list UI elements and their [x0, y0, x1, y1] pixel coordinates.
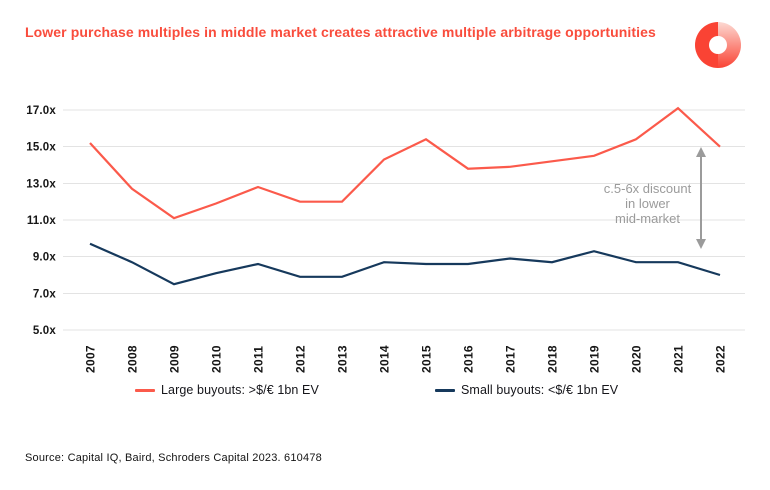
y-axis-tick-label: 7.0x: [33, 288, 57, 300]
y-axis-tick-label: 11.0x: [27, 215, 57, 227]
discount-arrow-head-down: [696, 239, 706, 249]
logo-center-hole: [709, 36, 727, 54]
large-buyouts-line-swatch: [135, 388, 155, 392]
logo-left-half: [695, 22, 718, 68]
x-axis-year-label: 2021: [672, 345, 686, 373]
x-axis-year-label: 2016: [462, 345, 476, 373]
x-axis-year-label: 2019: [588, 345, 602, 373]
page-title: Lower purchase multiples in middle marke…: [25, 24, 656, 40]
x-axis-year-label: 2007: [84, 345, 98, 373]
x-axis-year-label: 2012: [294, 345, 308, 373]
logo-right-half: [718, 22, 741, 68]
chart-legend: Large buyouts: >$/€ 1bn EV Small buyouts…: [0, 383, 770, 401]
y-axis-tick-label: 13.0x: [26, 178, 56, 190]
x-axis-year-label: 2022: [714, 345, 728, 373]
x-axis-year-label: 2015: [420, 345, 434, 373]
x-axis-year-label: 2014: [378, 345, 392, 373]
y-axis-tick-label: 17.0x: [26, 105, 56, 117]
large-buyouts-line: [89, 106, 721, 220]
x-axis-year-label: 2009: [168, 345, 182, 373]
source-note: Source: Capital IQ, Baird, Schroders Cap…: [25, 452, 322, 464]
legend-label-large-buyouts: Large buyouts: >$/€ 1bn EV: [161, 383, 319, 397]
x-axis-year-label: 2020: [630, 345, 644, 373]
x-axis-year-label: 2010: [210, 345, 224, 373]
discount-arrow-head-up: [696, 147, 706, 157]
x-axis-year-label: 2011: [252, 346, 266, 373]
x-axis-year-label: 2013: [336, 345, 350, 373]
y-axis-tick-label: 5.0x: [33, 325, 57, 337]
small-buyouts-line: [89, 242, 721, 286]
small-buyouts-line-swatch: [435, 388, 455, 392]
schroders-capital-logo-icon: [695, 22, 741, 68]
x-axis-year-label: 2018: [546, 345, 560, 373]
y-axis-tick-label: 15.0x: [26, 142, 56, 154]
legend-item-large-buyouts: Large buyouts: >$/€ 1bn EV: [135, 383, 319, 397]
discount-annotation: c.5-6x discount in lower mid-market: [603, 181, 692, 226]
x-axis-year-label: 2017: [504, 345, 518, 373]
legend-item-small-buyouts: Small buyouts: <$/€ 1bn EV: [435, 383, 618, 397]
legend-label-small-buyouts: Small buyouts: <$/€ 1bn EV: [461, 383, 619, 397]
line-chart: 17.0x 15.0x 13.0x 11.0x 9.0x 7.0x 5.0x 2007 2008…: [26, 105, 745, 373]
x-axis-year-label: 2008: [126, 345, 140, 373]
y-axis-tick-label: 9.0x: [33, 252, 57, 264]
